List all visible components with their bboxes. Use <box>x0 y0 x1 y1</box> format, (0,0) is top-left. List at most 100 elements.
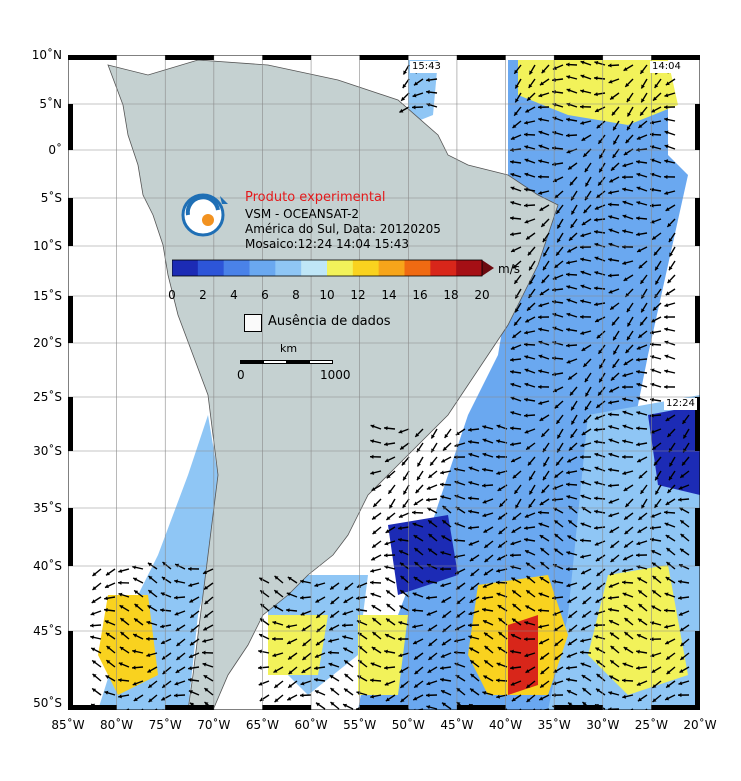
wind-arrow <box>91 596 102 604</box>
wind-arrow <box>514 92 522 103</box>
wind-arrow <box>384 680 396 686</box>
wind-arrow <box>513 64 522 75</box>
wind-arrow <box>384 649 396 654</box>
wind-arrow <box>440 652 452 658</box>
wind-arrow <box>440 689 452 696</box>
wind-arrow <box>625 344 634 354</box>
wind-arrow <box>538 190 550 195</box>
latitude-label: 10˚S <box>33 239 62 253</box>
wind-arrow <box>387 484 396 495</box>
wind-arrow <box>426 507 438 514</box>
wind-arrow <box>651 605 662 612</box>
wind-arrow <box>509 665 522 670</box>
wind-arrow <box>579 314 592 319</box>
wind-arrow <box>482 498 494 504</box>
wind-arrow <box>554 533 564 542</box>
wind-arrow <box>640 78 648 89</box>
wind-arrow <box>608 512 620 518</box>
wind-arrow <box>580 257 592 262</box>
wind-arrow <box>608 190 620 195</box>
wind-arrow <box>621 580 634 585</box>
wind-arrow <box>637 618 648 626</box>
wind-arrow <box>528 260 536 271</box>
wind-arrow <box>651 442 662 451</box>
longitude-label: 35˚W <box>537 718 571 732</box>
colorbar-tick-label: 14 <box>381 288 397 302</box>
wind-arrow <box>678 579 690 584</box>
wind-arrow <box>468 480 480 486</box>
wind-arrow <box>524 172 536 178</box>
wind-arrow <box>665 414 676 422</box>
wind-arrow <box>468 635 480 640</box>
wind-arrow <box>104 596 116 601</box>
wind-arrow <box>510 396 522 402</box>
wind-arrow <box>314 689 326 696</box>
wind-arrow <box>580 330 592 335</box>
wind-arrow <box>654 260 662 271</box>
frame-tick <box>68 55 117 60</box>
wind-arrow <box>680 533 690 542</box>
wind-arrow <box>411 105 424 110</box>
wind-arrow <box>580 638 592 643</box>
frame-tick <box>359 705 409 710</box>
longitude-label: 45˚W <box>440 718 474 732</box>
wind-arrow <box>583 204 592 214</box>
wind-arrow <box>302 638 312 647</box>
wind-arrow <box>623 484 634 492</box>
wind-arrow <box>483 540 494 549</box>
wind-arrow <box>440 456 452 463</box>
wind-arrow <box>342 635 354 640</box>
wind-arrow <box>539 288 550 296</box>
wind-arrow <box>524 549 536 556</box>
wind-arrow <box>567 535 578 542</box>
wind-arrow <box>580 568 592 575</box>
wind-arrow <box>454 480 466 486</box>
wind-arrow <box>636 396 648 402</box>
wind-arrow <box>470 568 480 577</box>
wind-arrow <box>582 148 592 158</box>
wind-arrow <box>427 624 438 632</box>
wind-arrow <box>624 526 634 535</box>
wind-arrow <box>315 638 326 646</box>
wind-arrow <box>584 162 592 173</box>
wind-arrow <box>623 604 634 612</box>
latitude-label: 5˚N <box>39 97 62 111</box>
wind-arrow <box>161 576 172 584</box>
colorbar-tick-label: 18 <box>443 288 459 302</box>
wind-arrow <box>608 257 620 262</box>
wind-arrow <box>483 568 494 576</box>
wind-arrow <box>528 470 536 481</box>
wind-arrow <box>524 621 536 626</box>
wind-arrow <box>651 589 662 598</box>
wind-arrow <box>539 414 550 422</box>
wind-arrow <box>538 694 550 701</box>
wind-arrow <box>554 190 564 199</box>
wind-arrow <box>636 246 648 253</box>
wind-arrow <box>174 610 186 616</box>
wind-arrow <box>611 316 620 326</box>
wind-arrow <box>636 159 648 164</box>
wind-arrow <box>539 534 550 542</box>
wind-arrow <box>483 526 494 534</box>
wind-arrow <box>524 512 536 518</box>
wind-arrow <box>594 204 606 210</box>
wind-arrow <box>608 467 620 472</box>
wind-arrow <box>495 678 508 683</box>
wind-arrow <box>567 610 578 619</box>
wind-arrow <box>356 596 368 601</box>
wind-arrow <box>597 176 606 187</box>
wind-arrow <box>666 428 676 438</box>
wind-arrow <box>552 484 564 490</box>
wind-arrow <box>668 246 676 257</box>
colorbar-unit: m/s <box>498 262 520 276</box>
wind-arrow <box>607 202 620 207</box>
frame-tick <box>68 705 117 710</box>
wind-arrow <box>117 580 130 585</box>
wind-arrow <box>637 330 648 339</box>
frame-tick <box>165 55 214 60</box>
wind-arrow <box>594 302 606 307</box>
wind-arrow <box>580 299 592 304</box>
wind-arrow <box>636 540 648 546</box>
wind-arrow <box>593 76 606 81</box>
wind-arrow <box>665 498 676 506</box>
